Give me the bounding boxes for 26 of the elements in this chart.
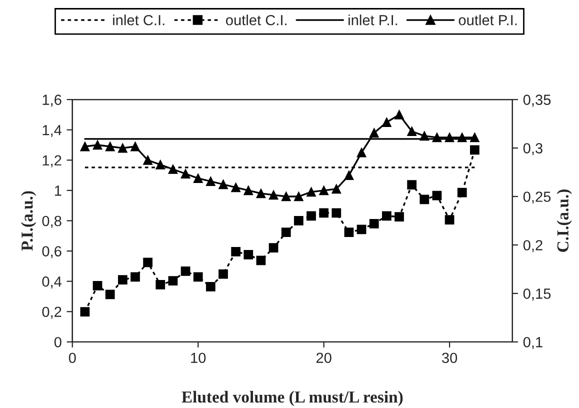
- x-tick-label: 30: [442, 352, 458, 364]
- y2-tick-label: 0,15: [523, 288, 551, 301]
- legend-label: inlet P.I.: [348, 14, 398, 26]
- y-tick-label: 0,6: [42, 246, 62, 258]
- x-tick-label: 0: [68, 352, 76, 364]
- y2-tick-label: 0,35: [523, 94, 551, 107]
- y2-tick-label: 0,25: [523, 192, 551, 204]
- y-tick-label: 1,2: [42, 155, 62, 168]
- x-tick-label: 10: [191, 352, 206, 364]
- y-tick-label: 0,4: [42, 276, 62, 288]
- y-tick-label: 1: [54, 186, 62, 196]
- y-tick-label: 0,8: [42, 216, 62, 228]
- y-tick-label: 0,2: [42, 306, 62, 319]
- legend-label: outlet C.I.: [226, 14, 286, 26]
- y2-tick-label: 0,3: [523, 143, 542, 156]
- y-tick-label: 0: [54, 337, 62, 348]
- x-axis-title: Eluted volume (L must/L resin): [182, 390, 403, 406]
- y2-axis-title: C.I.(a.u.): [556, 190, 572, 252]
- y-tick-label: 1,4: [42, 125, 62, 137]
- y-axis-title: P.I.(a.u.): [21, 191, 36, 251]
- legend-label: inlet C.I.: [113, 14, 164, 26]
- y2-tick-label: 0,1: [523, 337, 542, 350]
- legend-label: outlet P.I.: [458, 14, 517, 26]
- y2-tick-label: 0,2: [523, 240, 542, 252]
- y-tick-label: 1,6: [42, 94, 62, 107]
- x-tick-label: 20: [316, 352, 332, 364]
